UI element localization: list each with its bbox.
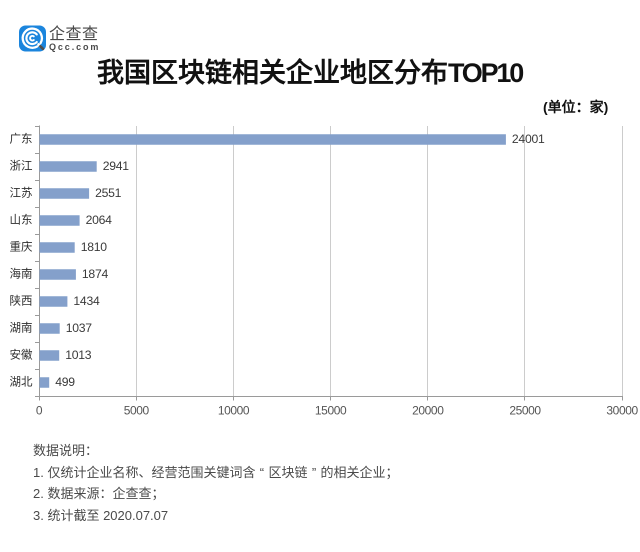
svg-text:1874: 1874 [82, 267, 109, 281]
svg-text:重庆: 重庆 [10, 240, 33, 254]
svg-text:2064: 2064 [86, 213, 113, 227]
svg-text:山东: 山东 [10, 214, 33, 227]
svg-text:10000: 10000 [218, 404, 250, 418]
svg-text:1013: 1013 [65, 348, 92, 362]
svg-text:2551: 2551 [95, 186, 122, 200]
svg-text:30000: 30000 [606, 404, 638, 418]
svg-text:1810: 1810 [81, 240, 108, 254]
svg-text:广东: 广东 [10, 133, 33, 146]
svg-text:1434: 1434 [73, 294, 100, 308]
svg-text:海南: 海南 [10, 267, 33, 281]
svg-text:15000: 15000 [315, 404, 347, 418]
svg-text:浙江: 浙江 [10, 160, 33, 173]
svg-text:499: 499 [55, 375, 75, 389]
svg-text:25000: 25000 [509, 404, 541, 418]
svg-text:0: 0 [36, 404, 43, 418]
svg-text:5000: 5000 [124, 404, 150, 418]
svg-text:20000: 20000 [412, 404, 444, 418]
svg-text:安徽: 安徽 [10, 348, 33, 362]
svg-text:2941: 2941 [103, 159, 130, 173]
svg-text:江苏: 江苏 [10, 187, 33, 200]
svg-text:湖南: 湖南 [10, 321, 33, 335]
svg-text:湖北: 湖北 [10, 375, 33, 389]
svg-text:陕西: 陕西 [10, 294, 33, 308]
svg-text:24001: 24001 [512, 132, 545, 146]
svg-text:1037: 1037 [66, 321, 93, 335]
